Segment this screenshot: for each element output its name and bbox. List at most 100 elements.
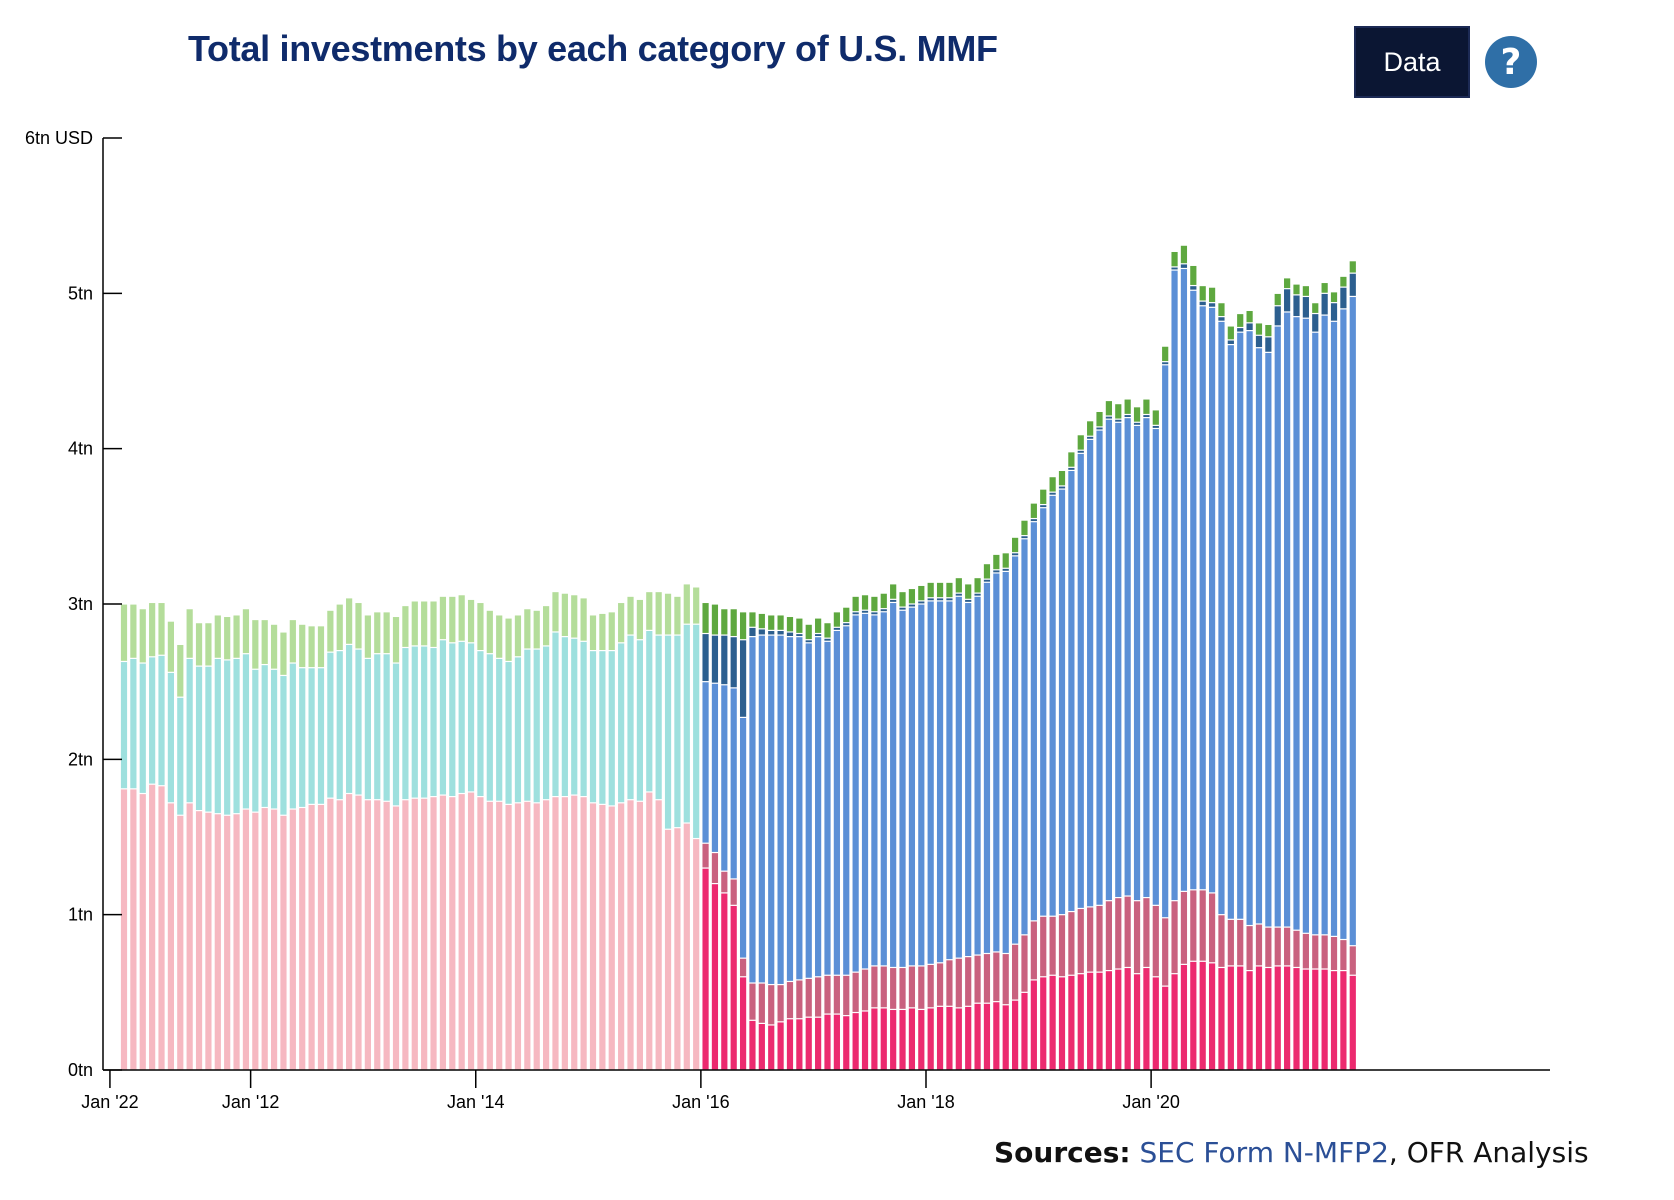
bar-segment <box>1002 1005 1009 1070</box>
bar-segment <box>664 829 672 1070</box>
bar-segment <box>702 634 709 682</box>
bar-segment <box>965 599 972 602</box>
data-button[interactable]: Data <box>1354 26 1470 98</box>
sources-link[interactable]: SEC Form N-MFP2 <box>1139 1136 1389 1169</box>
bar-segment <box>908 966 916 1008</box>
bar-segment <box>1049 495 1056 916</box>
bar-segment <box>1115 422 1122 897</box>
bar-segment <box>1237 332 1244 919</box>
bar-segment <box>1237 328 1244 332</box>
bar-segment <box>805 1017 812 1070</box>
bar-segment <box>1162 365 1169 918</box>
bar-segment <box>777 615 784 630</box>
bar-segment <box>974 955 981 1003</box>
bar-segment <box>880 966 887 1008</box>
bar-segment <box>674 828 681 1070</box>
bar-segment <box>1105 401 1112 416</box>
bar-segment <box>1068 912 1075 975</box>
bar-segment <box>899 968 906 1009</box>
bar-segment <box>1340 940 1347 970</box>
y-tick-label: 3tn <box>68 594 93 614</box>
bar-segment <box>908 589 916 604</box>
bar-segment <box>599 613 606 650</box>
bar-segment <box>693 839 700 1070</box>
bar-segment <box>120 662 128 789</box>
bar-segment <box>543 606 550 646</box>
bar-segment <box>880 609 887 612</box>
bar-segment <box>1152 977 1159 1070</box>
bar-segment <box>974 593 981 596</box>
bar-segment <box>149 603 156 657</box>
bar-segment <box>730 637 737 688</box>
bar-segment <box>965 584 972 599</box>
bar-segment <box>758 613 765 629</box>
bar-segment <box>880 612 887 966</box>
bar-segment <box>786 632 794 637</box>
bar-segment <box>571 638 578 795</box>
bar-segment <box>139 609 146 663</box>
bar-segment <box>768 635 775 984</box>
bar-segment <box>317 804 325 1070</box>
bar-segment <box>158 603 165 655</box>
bar-segment <box>186 609 193 658</box>
bar-segment <box>815 977 822 1017</box>
bar-segment <box>721 893 728 1070</box>
bar-segment <box>815 634 822 637</box>
bar-segment <box>936 963 944 1006</box>
bar-segment <box>815 1017 822 1070</box>
bar-segment <box>374 612 381 654</box>
bar-segment <box>1133 425 1141 901</box>
bar-segment <box>514 803 522 1070</box>
bar-segment <box>1274 326 1281 927</box>
bar-segment <box>1068 452 1075 467</box>
bar-segment <box>664 593 672 635</box>
bar-segment <box>477 797 484 1070</box>
bar-segment <box>449 643 456 797</box>
bar-segment <box>355 649 362 795</box>
bar-segment <box>1012 537 1019 553</box>
bar-segment <box>299 668 306 807</box>
bar-segment <box>449 797 456 1070</box>
bar-segment <box>815 618 822 633</box>
bar-segment <box>1152 905 1159 977</box>
bar-segment <box>890 584 897 599</box>
bar-segment <box>1124 399 1131 414</box>
bar-segment <box>852 1013 859 1070</box>
bar-segment <box>177 644 184 697</box>
bar-segment <box>1208 963 1216 1070</box>
bar-segment <box>777 635 784 984</box>
bar-segment <box>589 615 597 650</box>
help-icon[interactable]: ? <box>1485 36 1537 88</box>
bar-segment <box>242 654 250 809</box>
bar-segment <box>843 975 850 1016</box>
bar-segment <box>1246 971 1253 1070</box>
bar-segment <box>796 980 803 1019</box>
bar-segment <box>1087 972 1094 1070</box>
bar-segment <box>486 654 493 801</box>
bar-segment <box>1162 362 1169 365</box>
bar-segment <box>805 640 812 643</box>
bar-segment <box>505 618 512 661</box>
bar-segment <box>805 624 812 640</box>
bar-segment <box>308 668 315 804</box>
bar-segment <box>1227 919 1234 966</box>
bar-segment <box>1274 293 1281 306</box>
bar-segment <box>421 798 428 1070</box>
bar-segment <box>1171 901 1178 974</box>
bar-segment <box>1049 975 1056 1070</box>
bar-segment <box>552 592 559 632</box>
bar-segment <box>1302 286 1309 296</box>
bar-segment <box>608 806 615 1070</box>
bar-segment <box>1058 977 1066 1070</box>
bar-segment <box>871 615 878 966</box>
bar-segment <box>1180 891 1188 964</box>
bar-segment <box>1246 311 1253 323</box>
bar-segment <box>270 809 278 1070</box>
bar-segment <box>1105 416 1112 419</box>
bar-segment <box>1246 926 1253 970</box>
bar-segment <box>983 582 991 953</box>
bar-segment <box>721 871 728 893</box>
bar-segment <box>514 657 522 803</box>
bar-segment <box>674 635 681 828</box>
bar-segment <box>983 564 991 579</box>
